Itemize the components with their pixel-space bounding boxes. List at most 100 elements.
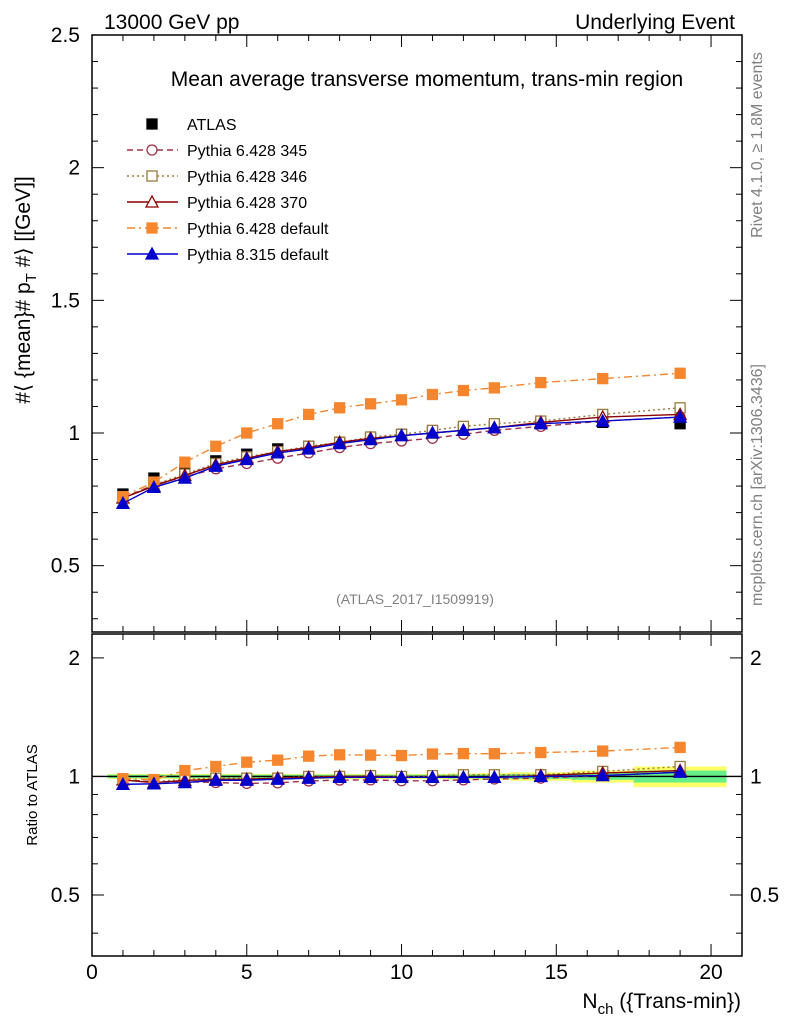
ratio-panel: 0.5 1 2 0.5 1 2 Ratio to ATLAS 0 5 10 15… — [24, 633, 779, 1018]
main-y-axis-label-tail: #⟩ [[GeV]] — [12, 176, 35, 273]
main-series — [115, 367, 688, 509]
ratio-y-tick-label-right: 1 — [750, 765, 762, 788]
data-point — [535, 376, 547, 389]
legend-label: Pythia 6.428 346 — [187, 169, 307, 186]
data-point — [146, 480, 161, 494]
ratio-point — [241, 756, 253, 768]
legend-label: Pythia 6.428 345 — [187, 143, 307, 160]
x-axis-label-tail: ({Trans-min}) — [613, 990, 741, 1013]
ratio-point — [239, 772, 254, 786]
series-line — [122, 416, 681, 504]
ratio-line — [122, 771, 681, 785]
ratio-point — [487, 769, 502, 783]
main-ticks — [91, 34, 743, 632]
x-tick-label: 0 — [86, 961, 98, 984]
data-point — [239, 452, 254, 466]
header-left: 13000 GeV pp — [104, 11, 239, 34]
data-point — [597, 372, 609, 385]
data-point — [301, 441, 316, 455]
ratio-point — [333, 749, 346, 761]
data-point — [241, 427, 253, 439]
data-point — [488, 382, 501, 394]
ratio-point — [394, 769, 409, 783]
data-point — [272, 418, 284, 430]
x-tick-label: 5 — [241, 961, 253, 984]
ratio-pythia-6-428-default — [117, 741, 686, 786]
legend-entry: Pythia 6.428 346 — [127, 169, 307, 186]
ratio-point — [595, 768, 610, 782]
legend-label: Pythia 6.428 default — [187, 221, 329, 238]
ratio-point — [301, 770, 316, 784]
ratio-y-tick-label-right: 2 — [750, 647, 762, 670]
data-point — [208, 458, 223, 472]
data-point — [394, 428, 409, 442]
ratio-point — [535, 746, 547, 759]
series-pythia-8-315-default — [115, 409, 688, 509]
ratio-y-axis-label: Ratio to ATLAS — [24, 744, 41, 845]
legend-entry: Pythia 6.428 default — [127, 221, 329, 238]
ratio-point — [597, 745, 609, 757]
ratio-point — [272, 754, 284, 766]
chart-title: Mean average transverse momentum, trans-… — [171, 68, 683, 91]
data-point — [177, 470, 192, 484]
ratio-point — [208, 772, 223, 786]
data-point — [210, 440, 222, 452]
ratio-point — [332, 769, 347, 783]
ratio-point — [425, 769, 440, 783]
data-point — [426, 388, 439, 401]
data-point — [425, 425, 440, 439]
data-point — [179, 456, 191, 468]
ratio-point — [210, 760, 222, 773]
data-point — [533, 416, 548, 430]
main-y-tick-labels: 0.5 1 1.5 2 2.5 — [51, 24, 80, 578]
legend-entry: Pythia 6.428 345 — [127, 143, 307, 160]
data-point — [456, 422, 471, 436]
legend-entry: Pythia 6.428 370 — [127, 194, 307, 212]
ratio-series — [115, 741, 688, 790]
ratio-y-tick-label: 1 — [68, 765, 80, 788]
ratio-point — [146, 776, 161, 790]
rivet-label: Rivet 4.1.0, ≥ 1.8M events — [749, 52, 766, 238]
ratio-point — [533, 769, 548, 783]
x-axis-label: Nch ({Trans-min}) — [582, 990, 741, 1018]
x-tick-label: 20 — [699, 961, 722, 984]
ratio-frame — [91, 633, 743, 957]
series-line — [122, 372, 681, 498]
ratio-point — [395, 749, 408, 762]
data-point — [364, 398, 377, 410]
data-point — [115, 495, 131, 509]
ratio-point — [177, 775, 192, 789]
ratio-point — [456, 769, 471, 783]
legend-label: Pythia 6.428 370 — [187, 195, 307, 212]
data-point — [673, 409, 688, 423]
main-y-tick-label: 2.5 — [51, 24, 80, 47]
header-right: Underlying Event — [575, 11, 735, 34]
ratio-point — [179, 764, 191, 777]
ratio-point — [488, 748, 501, 760]
series-line — [122, 413, 681, 499]
data-point — [395, 394, 408, 406]
ratio-point — [457, 747, 470, 760]
main-y-tick-label: 1.5 — [51, 289, 80, 312]
ratio-line — [122, 746, 681, 781]
ratio-y-tick-label: 0.5 — [51, 884, 80, 907]
ratio-point — [673, 764, 688, 778]
main-frame — [91, 34, 743, 633]
data-point — [303, 408, 315, 421]
legend-label: ATLAS — [187, 117, 237, 134]
ratio-point — [426, 748, 439, 760]
main-y-axis-label-sub: T — [23, 273, 40, 282]
legend-marker — [146, 118, 158, 130]
ratio-pythia-8-315-default — [115, 764, 688, 790]
ratio-point — [363, 769, 378, 783]
main-y-axis-label-main: #⟨ {mean}# p — [12, 282, 35, 403]
x-tick-label: 10 — [390, 961, 413, 984]
legend-entry: ATLAS — [146, 117, 237, 134]
legend-marker — [144, 246, 160, 260]
ratio-point — [115, 776, 131, 790]
ratio-ticks — [91, 634, 743, 956]
data-point — [332, 436, 347, 450]
legend-marker — [144, 194, 160, 208]
main-y-tick-label: 0.5 — [51, 555, 80, 578]
